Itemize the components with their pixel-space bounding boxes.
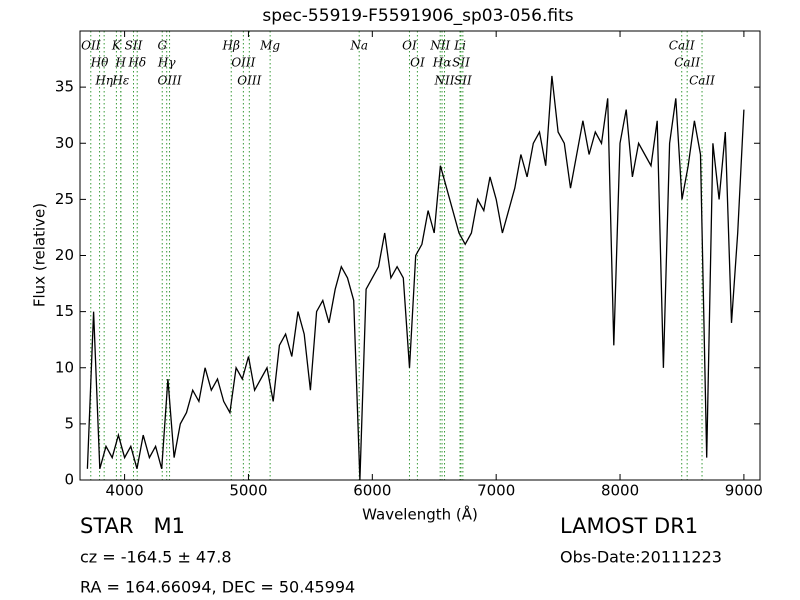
y-tick-label: 25: [55, 190, 74, 208]
plot-area: OII Hθ Hη KH Hε SII Hδ G Hγ OIII Hβ OIII OIII Mg Na OI O…: [55, 30, 763, 500]
spectral-line-label: NII: [429, 39, 450, 53]
x-tick-label: 4000: [105, 482, 143, 500]
spectral-line-label: CaII: [689, 74, 715, 88]
spectral-line-label: SII: [125, 39, 143, 53]
x-tick-label: 8000: [601, 482, 639, 500]
y-tick-label: 15: [55, 302, 74, 320]
x-axis-label: Wavelength (Å): [362, 505, 478, 524]
spectral-line-label: NII: [434, 74, 455, 88]
spectral-line-label: Li: [453, 39, 466, 53]
spectral-line-label: OIII: [237, 74, 261, 88]
x-tick-label: 6000: [353, 482, 391, 500]
spectral-line-label: Hγ: [157, 56, 176, 70]
spectral-line-label: Mg: [259, 39, 280, 53]
y-axis-label: Flux (relative): [31, 203, 49, 307]
obs-date: Obs-Date:20111223: [560, 548, 722, 567]
chart-title: spec-55919-F5591906_sp03-056.fits: [262, 6, 573, 26]
x-tick-label: 7000: [477, 482, 515, 500]
spectral-line-label: CaII: [669, 39, 695, 53]
y-tick-label: 35: [55, 78, 74, 96]
y-tick-label: 20: [55, 246, 74, 264]
spectral-line-label: G: [157, 39, 167, 53]
spectral-line-label: OIII: [231, 56, 255, 70]
spectral-line-label: Na: [349, 39, 368, 53]
spectral-line-label: SII: [454, 74, 472, 88]
spectral-line-label: OI: [410, 56, 425, 70]
redshift: cz = -164.5 ± 47.8: [80, 548, 232, 567]
spectral-line-label: CaII: [674, 56, 700, 70]
spectral-line-label: H: [115, 56, 127, 70]
spectral-line-label: Hβ: [222, 39, 240, 53]
spectral-line-label: Hη: [94, 74, 113, 88]
spectrum-line: [86, 75, 745, 480]
y-tick-label: 5: [64, 414, 74, 432]
object-class: STAR M1: [80, 514, 185, 538]
spectral-line-label: K: [111, 39, 122, 53]
y-tick-label: 0: [64, 471, 74, 489]
spectral-line-label: Hδ: [127, 56, 146, 70]
x-tick-label: 9000: [725, 482, 763, 500]
y-tick-label: 10: [55, 358, 74, 376]
y-tick-label: 30: [55, 134, 74, 152]
spectral-line-label: OII: [81, 39, 101, 53]
spectral-line-label: Hε: [111, 74, 129, 88]
spectral-line-label: Hθ: [90, 56, 109, 70]
spectral-line-label: OI: [402, 39, 417, 53]
spectral-line-label: Hα: [432, 56, 452, 70]
survey: LAMOST DR1: [560, 514, 698, 538]
x-tick-label: 5000: [229, 482, 267, 500]
coordinates: RA = 164.66094, DEC = 50.45994: [80, 578, 355, 597]
spectral-line-label: OIII: [158, 74, 182, 88]
spectral-line-label: SII: [452, 56, 470, 70]
